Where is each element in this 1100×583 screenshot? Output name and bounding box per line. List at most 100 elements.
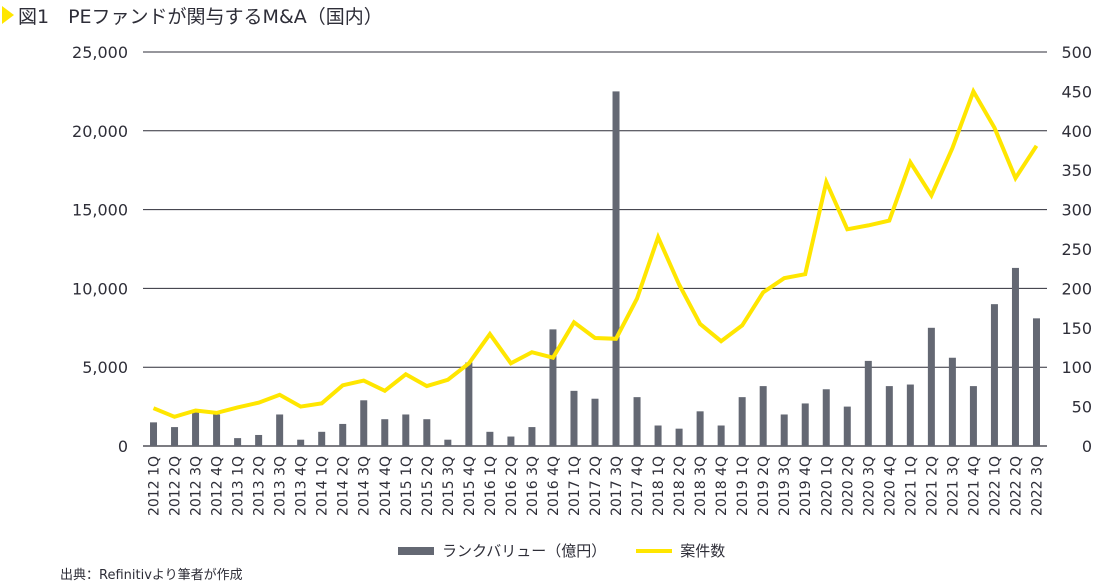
x-tick-label: 2017 3Q bbox=[609, 456, 625, 516]
x-tick-label: 2012 3Q bbox=[189, 456, 205, 516]
x-tick-label: 2012 4Q bbox=[210, 456, 226, 516]
x-tick-label: 2017 2Q bbox=[588, 456, 604, 516]
x-tick-label: 2013 2Q bbox=[252, 456, 268, 516]
bar-2017-2Q bbox=[592, 399, 599, 446]
bar-2015-3Q bbox=[444, 440, 451, 446]
x-tick-label: 2020 3Q bbox=[861, 456, 877, 516]
bar-2017-1Q bbox=[570, 391, 577, 446]
x-tick-label: 2022 2Q bbox=[1009, 456, 1025, 516]
bar-2017-4Q bbox=[634, 397, 641, 446]
legend-bar-label: ランクバリュー（億円） bbox=[442, 540, 606, 561]
bar-2015-2Q bbox=[423, 419, 430, 446]
x-tick-label: 2020 4Q bbox=[882, 456, 898, 516]
bar-2022-2Q bbox=[1012, 268, 1019, 446]
x-tick-label: 2013 3Q bbox=[273, 456, 289, 516]
bar-2013-3Q bbox=[276, 414, 283, 446]
bar-2014-1Q bbox=[318, 432, 325, 446]
x-tick-label: 2017 4Q bbox=[630, 456, 646, 516]
legend-line-swatch bbox=[636, 549, 672, 553]
source-note: 出典：Refinitivより筆者が作成 bbox=[60, 564, 243, 583]
bar-2022-3Q bbox=[1033, 318, 1040, 446]
x-tick-label: 2013 1Q bbox=[231, 456, 247, 516]
bar-2019-1Q bbox=[739, 397, 746, 446]
x-tick-label: 2021 3Q bbox=[945, 456, 961, 516]
bar-2021-4Q bbox=[970, 386, 977, 446]
bar-2013-1Q bbox=[234, 438, 241, 446]
right-tick-label: 450 bbox=[1061, 82, 1092, 101]
x-tick-label: 2019 1Q bbox=[735, 456, 751, 516]
x-tick-label: 2015 2Q bbox=[420, 456, 436, 516]
x-tick-label: 2014 4Q bbox=[378, 456, 394, 516]
right-tick-label: 0 bbox=[1082, 437, 1092, 456]
x-tick-label: 2022 1Q bbox=[987, 456, 1003, 516]
bar-2018-3Q bbox=[697, 411, 704, 446]
right-tick-label: 100 bbox=[1061, 358, 1092, 377]
right-tick-label: 50 bbox=[1072, 398, 1092, 417]
x-tick-label: 2019 4Q bbox=[798, 456, 814, 516]
bar-2016-3Q bbox=[528, 427, 535, 446]
line-series bbox=[153, 91, 1036, 417]
x-tick-label: 2022 3Q bbox=[1030, 456, 1046, 516]
bar-2012-2Q bbox=[171, 427, 178, 446]
bar-2014-4Q bbox=[381, 419, 388, 446]
right-tick-label: 200 bbox=[1061, 279, 1092, 298]
legend-line-label: 案件数 bbox=[680, 540, 725, 561]
bar-2021-2Q bbox=[928, 328, 935, 446]
bar-2020-1Q bbox=[823, 389, 830, 446]
left-tick-label: 10,000 bbox=[72, 279, 128, 298]
left-tick-label: 15,000 bbox=[72, 201, 128, 220]
bar-2021-1Q bbox=[907, 385, 914, 446]
x-tick-label: 2012 2Q bbox=[168, 456, 184, 516]
bar-2013-2Q bbox=[255, 435, 262, 446]
x-tick-label: 2018 1Q bbox=[651, 456, 667, 516]
x-tick-label: 2020 1Q bbox=[819, 456, 835, 516]
bar-2014-3Q bbox=[360, 400, 367, 446]
right-tick-label: 300 bbox=[1061, 201, 1092, 220]
x-tick-label: 2015 3Q bbox=[441, 456, 457, 516]
left-tick-label: 20,000 bbox=[72, 122, 128, 141]
x-tick-label: 2016 4Q bbox=[546, 456, 562, 516]
x-tick-label: 2021 2Q bbox=[924, 456, 940, 516]
bar-2019-2Q bbox=[760, 386, 767, 446]
bar-2020-4Q bbox=[886, 386, 893, 446]
bar-2021-3Q bbox=[949, 358, 956, 446]
bar-2015-4Q bbox=[465, 362, 472, 446]
bar-2015-1Q bbox=[402, 414, 409, 446]
bar-2020-2Q bbox=[844, 407, 851, 446]
bar-2013-4Q bbox=[297, 440, 304, 446]
legend: ランクバリュー（億円） 案件数 bbox=[398, 540, 725, 561]
bar-series bbox=[150, 91, 1040, 446]
x-tick-label: 2014 1Q bbox=[315, 456, 331, 516]
x-tick-label: 2020 2Q bbox=[840, 456, 856, 516]
x-tick-label: 2021 4Q bbox=[966, 456, 982, 516]
x-tick-label: 2018 3Q bbox=[693, 456, 709, 516]
x-tick-label: 2016 3Q bbox=[525, 456, 541, 516]
bar-2019-4Q bbox=[802, 403, 809, 446]
bar-2018-2Q bbox=[676, 429, 683, 446]
bar-2012-1Q bbox=[150, 422, 157, 446]
bar-2016-4Q bbox=[549, 329, 556, 446]
right-tick-label: 250 bbox=[1061, 240, 1092, 259]
bar-2019-3Q bbox=[781, 414, 788, 446]
left-tick-label: 0 bbox=[118, 437, 128, 456]
x-tick-label: 2019 3Q bbox=[777, 456, 793, 516]
left-tick-label: 25,000 bbox=[72, 43, 128, 62]
x-tick-label: 2017 1Q bbox=[567, 456, 583, 516]
x-tick-label: 2012 1Q bbox=[147, 456, 163, 516]
x-tick-label: 2015 1Q bbox=[399, 456, 415, 516]
bar-2014-2Q bbox=[339, 424, 346, 446]
x-tick-label: 2018 4Q bbox=[714, 456, 730, 516]
x-axis-labels: 2012 1Q 2012 2Q 2012 3Q 2012 4Q 2013 1Q 2013 … bbox=[147, 456, 1046, 516]
bar-2020-3Q bbox=[865, 361, 872, 446]
bar-2016-2Q bbox=[507, 437, 514, 446]
bar-2017-3Q bbox=[613, 91, 620, 446]
line-case-count bbox=[154, 91, 1037, 416]
x-tick-label: 2016 2Q bbox=[504, 456, 520, 516]
x-tick-label: 2018 2Q bbox=[672, 456, 688, 516]
bar-2016-1Q bbox=[486, 432, 493, 446]
right-tick-label: 150 bbox=[1061, 319, 1092, 338]
right-tick-label: 350 bbox=[1061, 161, 1092, 180]
bar-2022-1Q bbox=[991, 304, 998, 446]
